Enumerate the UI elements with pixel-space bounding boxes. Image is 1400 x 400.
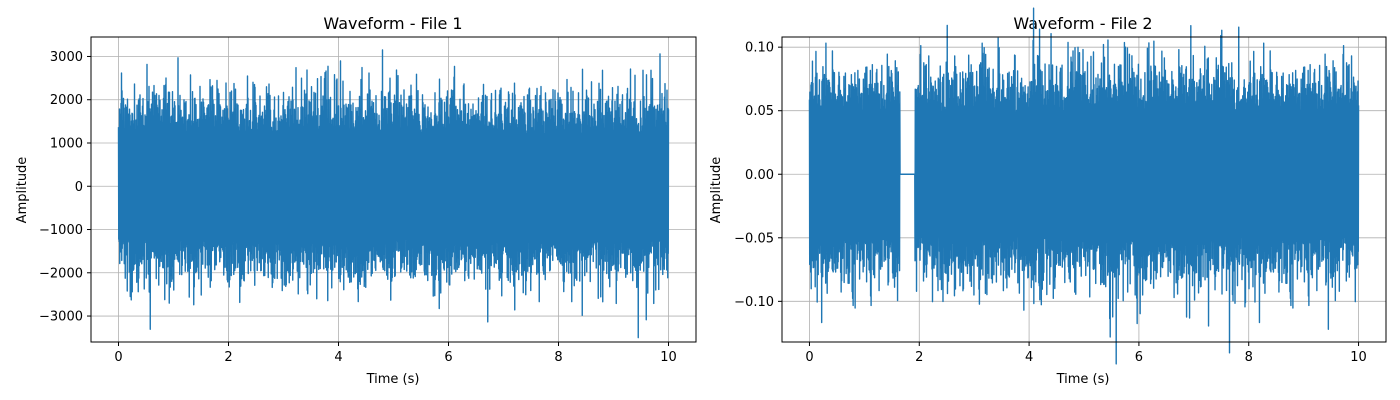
- chart-title: Waveform - File 1: [323, 14, 462, 33]
- plot-frame: [90, 36, 697, 343]
- x-axis-label: Time (s): [366, 372, 420, 387]
- y-tick-label: 0.05: [745, 104, 774, 119]
- x-tick-label: 8: [554, 350, 562, 365]
- chart-title: Waveform - File 2: [1013, 14, 1152, 33]
- y-tick-label: 0: [75, 180, 83, 195]
- y-tick-label: 1000: [50, 136, 83, 151]
- y-tick-label: −1000: [39, 223, 83, 238]
- x-tick-label: 2: [915, 350, 923, 365]
- waveform-line: [808, 7, 1360, 365]
- x-tick-label: 10: [660, 350, 677, 365]
- waveform-line: [117, 49, 670, 339]
- y-tick-label: 0.00: [745, 168, 774, 183]
- x-tick-label: 0: [805, 350, 813, 365]
- x-tick-label: 10: [1350, 350, 1367, 365]
- y-tick-label: −0.05: [734, 231, 774, 246]
- x-axis-label: Time (s): [1056, 372, 1110, 387]
- plot-frame: [781, 36, 1387, 343]
- y-axis-label: Amplitude: [15, 157, 30, 224]
- x-tick-label: 0: [114, 350, 122, 365]
- chart-file-2: Waveform - File 2 Time (s) Amplitude 0 2 4…: [709, 7, 1387, 387]
- y-axis-label: Amplitude: [709, 157, 724, 224]
- y-tick-label: 3000: [50, 50, 83, 65]
- y-tick-label: −0.10: [734, 295, 774, 310]
- chart-file-1: Waveform - File 1 Time (s) Amplitude 0 2 4…: [15, 14, 697, 387]
- x-tick-label: 4: [1025, 350, 1033, 365]
- y-tick-label: −2000: [39, 266, 83, 281]
- x-tick-label: 6: [444, 350, 452, 365]
- y-tick-label: 2000: [50, 93, 83, 108]
- y-tick-label: −3000: [39, 310, 83, 325]
- y-tick-label: 0.10: [745, 41, 774, 56]
- x-tick-label: 2: [224, 350, 232, 365]
- x-tick-label: 4: [334, 350, 342, 365]
- x-tick-label: 8: [1245, 350, 1253, 365]
- x-tick-label: 6: [1135, 350, 1143, 365]
